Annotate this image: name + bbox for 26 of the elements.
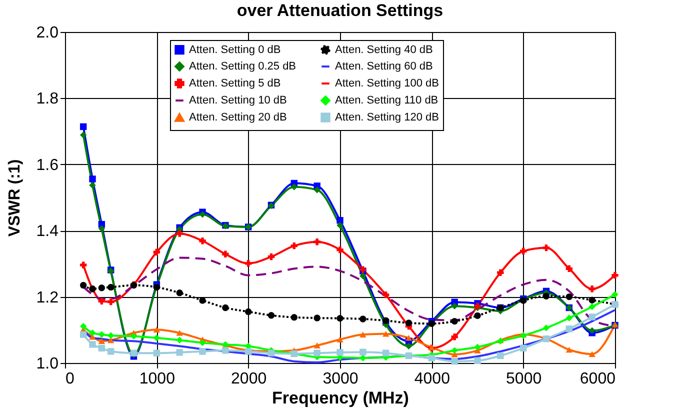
x-tick-label: 6000 — [580, 370, 616, 388]
legend-label: Atten. Setting 60 dB — [335, 60, 433, 72]
x-tick-label: 5000 — [506, 370, 542, 388]
legend-label: Atten. Setting 5 dB — [189, 78, 281, 90]
y-axis-title: VSWR (:1) — [6, 159, 24, 237]
y-tick-label: 1.2 — [36, 289, 59, 306]
legend-label: Atten. Setting 0 dB — [189, 44, 281, 56]
x-tick-label: 2000 — [231, 370, 267, 388]
legend-label: Atten. Setting 110 dB — [335, 94, 438, 106]
y-tick-label: 1.6 — [36, 156, 59, 174]
legend-label: Atten. Setting 120 dB — [335, 112, 439, 124]
y-tick-label: 2.0 — [36, 24, 59, 42]
y-tick-label: 1.4 — [36, 223, 59, 240]
y-tick-label: 1.8 — [36, 90, 59, 108]
y-tick-label: 1.0 — [36, 356, 59, 372]
x-tick-label: 4000 — [414, 370, 450, 388]
x-tick-label: 0 — [66, 370, 74, 388]
x-axis-title: Frequency (MHz) — [272, 388, 409, 408]
x-tick-label: 1000 — [139, 370, 176, 388]
legend-label: Atten. Setting 20 dB — [189, 112, 287, 124]
legend-label: Atten. Setting 10 dB — [189, 94, 287, 106]
legend-label: Atten. Setting 100 dB — [335, 78, 439, 90]
x-tick-label: 3000 — [322, 370, 358, 388]
legend-label: Atten. Setting 0.25 dB — [189, 60, 296, 72]
legend-label: Atten. Setting 40 dB — [335, 44, 433, 56]
chart-title: over Attenuation Settings — [236, 1, 444, 20]
